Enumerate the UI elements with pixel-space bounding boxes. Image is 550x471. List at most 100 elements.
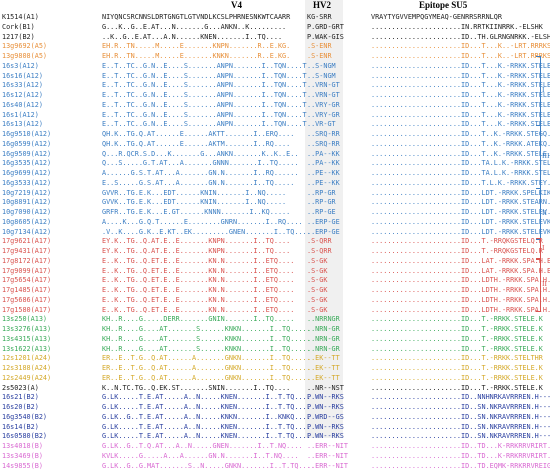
group-label: II — [542, 208, 547, 217]
hv2-segment: KG-SRR — [307, 13, 332, 23]
sequence-name: 17g9431(A17) — [2, 247, 51, 257]
su5-segment: ......................ID...T.-RRQKGSTELQ… — [371, 237, 543, 247]
sequence-name: 10g8891(A12) — [2, 198, 51, 208]
v4-segment: G.LK..G..T.E.AT.....A..N.....KNKN.......… — [102, 413, 311, 423]
v4-segment: A....K...G.Q.T......E........GNRN.......… — [102, 218, 303, 228]
su5-segment: ......................ID...LDTH.-RRKK.SP… — [371, 286, 550, 296]
v4-segment: KH..R....G....AT.......S......KNKN......… — [102, 335, 311, 345]
hv2-segment: P.WN--RKS — [307, 403, 344, 413]
sequence-name: 16g9699(A12) — [2, 169, 51, 179]
su5-segment: ......................ID...T...K.-RRKK.S… — [371, 81, 550, 91]
hv2-segment: .S-GK — [307, 276, 327, 286]
hv2-segment: ..ERR--NIT — [307, 462, 348, 471]
hv2-segment: ..PA--KK — [307, 159, 340, 169]
hv2-segment: ..EK--TT — [307, 354, 340, 364]
group-label: I — [542, 243, 545, 252]
v4-segment: E..K..TG..Q.ET.E..E.......KN.N.......I..… — [102, 286, 294, 296]
sequence-name: 16s33(A12) — [2, 81, 43, 91]
v4-segment: ER..E..T.G..Q.AT......A.......GNKN......… — [102, 354, 311, 364]
group-bracket — [536, 56, 541, 126]
hv2-segment: ..VR-GT — [307, 120, 336, 130]
hv2-segment: .S-ENR — [307, 52, 332, 62]
v4-segment: K..N.TC.TG..Q.EK.ST.......SNIN.......I..… — [102, 384, 290, 394]
sequence-name: 17g5686(A17) — [2, 296, 51, 306]
v4-segment: G.LK.....T.E.AT.....A..N.....KNEN.......… — [102, 432, 311, 442]
group-bracket — [536, 188, 541, 240]
v4-segment: E..T..TC..G.N..E....S.......ANPN.......I… — [102, 62, 307, 72]
su5-segment: ......................ID...T.-RRKK.STELE… — [371, 325, 543, 335]
su5-segment: ......................ID...T.-RRKK.STELE… — [371, 364, 543, 374]
hv2-segment: ..EK--TT — [307, 374, 340, 384]
su5-segment: ......................ID...T..K.-RRKK.ST… — [371, 150, 550, 160]
su5-segment: ......................IN.RRTKIINRRK.-ELS… — [371, 23, 543, 33]
su5-segment: ......................ID...T..K.-RRKK.ST… — [371, 130, 550, 140]
v4-segment: NIYQNCSRCNNSLDRTGNGTLGTVNDLKCSLPHRNESNKW… — [102, 13, 290, 23]
v4-segment: E..T..TC..G.N..E....S.......ANPN.......I… — [102, 120, 307, 130]
sequence-name: 16g3533(A12) — [2, 179, 51, 189]
v4-segment: E..T..TC..G.N..E....S.......ANPN.......I… — [102, 81, 307, 91]
v4-segment: .V..K....G.K..E.KT..EK.........GNEN.....… — [102, 228, 311, 238]
hv2-segment: ..ERR--NIT — [307, 442, 348, 452]
hv2-segment: .S-QRR — [307, 237, 332, 247]
su5-segment: ......................ID...TA.L.K.-RRKK.… — [371, 159, 550, 169]
sequence-name: 16s21(B2) — [2, 393, 39, 403]
sequence-name: 12s2449(A24) — [2, 374, 51, 384]
hv2-segment: ..NRN-GR — [307, 335, 340, 345]
su5-segment: ......................ID...TA.L.K.-RRKK.… — [371, 169, 550, 179]
su5-segment: ......................ID...T...K.-RRKK.S… — [371, 120, 550, 130]
v4-segment: G.LK.....T.E.AT.....A..N.....KNEN.......… — [102, 423, 311, 433]
sequence-name: K1514(A1) — [2, 13, 39, 23]
v4-segment: E..K..TG..Q.ET.E..E.......KN.N.......I..… — [102, 306, 294, 316]
su5-segment: ......................ID...LDTH.-RRKK.SP… — [371, 276, 550, 286]
su5-segment: ......................ID...LDT.-RRKK.STE… — [371, 208, 550, 218]
v4-segment: E..K..TG..Q.ET.E..E.......KN.N.......I..… — [102, 296, 294, 306]
sequence-name: 16s1(A12) — [2, 111, 39, 121]
su5-segment: ......................ID...T...K.-RRKK.S… — [371, 111, 550, 121]
hv2-segment: ..VRN-GT — [307, 81, 340, 91]
v4-segment: KH..R....G....AT.......S......KNKN......… — [102, 345, 311, 355]
hv2-segment: P.WN--RKS — [307, 432, 344, 442]
hv2-segment: .S-GK — [307, 267, 327, 277]
sequence-name: 13s3276(A13) — [2, 325, 51, 335]
su5-segment: ......................ID...T...K.-RRKK.S… — [371, 72, 550, 82]
sequence-name: 1217(B2) — [2, 33, 35, 43]
sequence-name: 10g7134(A12) — [2, 228, 51, 238]
su5-segment: ......................ID..TD...K-RRKRRVR… — [371, 442, 550, 452]
v4-segment: GRFR..TG.E.K...E.GT......KNNN.......I..K… — [102, 208, 290, 218]
group-bracket — [536, 258, 541, 312]
su5-segment: ......................ID..TD...K-RRKRRVR… — [371, 452, 550, 462]
su5-segment: ......................ID..NNHNRKAVRRREN.… — [371, 393, 550, 403]
v4-segment: E..K..TG..Q.ET.E..E.......KN.N.......I..… — [102, 257, 294, 267]
sequence-name: 16g9510(A12) — [2, 130, 51, 140]
su5-segment: ......................ID..SN.NKRAVRRREN.… — [371, 413, 550, 423]
v4-segment: G...K..G..E.AT...N.......G...ANKN..K....… — [102, 23, 286, 33]
group-label: III — [542, 151, 550, 160]
hv2-segment: ..RP-GR — [307, 189, 336, 199]
v4-segment: KVLK.....G.....A...A......GN.N.......I..… — [102, 452, 298, 462]
sequence-name: 10g7090(A12) — [2, 208, 51, 218]
hv2-segment: P.WAK-GIS — [307, 33, 344, 43]
sequence-name: 16s13(A12) — [2, 120, 43, 130]
hv2-segment: .S-GK — [307, 257, 327, 267]
su5-segment: ......................ID...T...K.-RRKK.S… — [371, 91, 550, 101]
hv2-segment: .S-QRR — [307, 247, 332, 257]
sequence-name: 17g9099(A17) — [2, 267, 51, 277]
group-label: II — [542, 279, 547, 288]
hv2-segment: ..SRQ-RR — [307, 140, 340, 150]
hv2-segment: P.WN--RKS — [307, 393, 344, 403]
su5-segment: ......................ID...LAT.-RRKK.SPA… — [371, 267, 550, 277]
su5-segment: ......................ID...T.-RRKK.STELE… — [371, 374, 543, 384]
hv2-segment: ..RP-GE — [307, 208, 336, 218]
group-bracket — [536, 238, 541, 260]
sequence-name: 16s0580(B2) — [2, 432, 47, 442]
hv2-segment: ..S-NGM — [307, 62, 336, 72]
su5-segment: ......................ID...T...K.-RRKK.S… — [371, 62, 550, 72]
sequence-name: 12s3188(A24) — [2, 364, 51, 374]
sequence-name: 17g9621(A17) — [2, 237, 51, 247]
v4-segment: QH.K..TG.Q.AT......E......AKTM.......I..… — [102, 140, 290, 150]
su5-segment: ......................ID...T.-RRQKGSTELQ… — [371, 247, 543, 257]
su5-segment: ......................ID...T...K.-RRKK.S… — [371, 101, 550, 111]
sequence-name: 13g9808(A5) — [2, 52, 47, 62]
hv2-segment: ..SRQ-RR — [307, 130, 340, 140]
v4-segment: E..K..TG..Q.ET.E..E.......KN.N.......I..… — [102, 267, 294, 277]
